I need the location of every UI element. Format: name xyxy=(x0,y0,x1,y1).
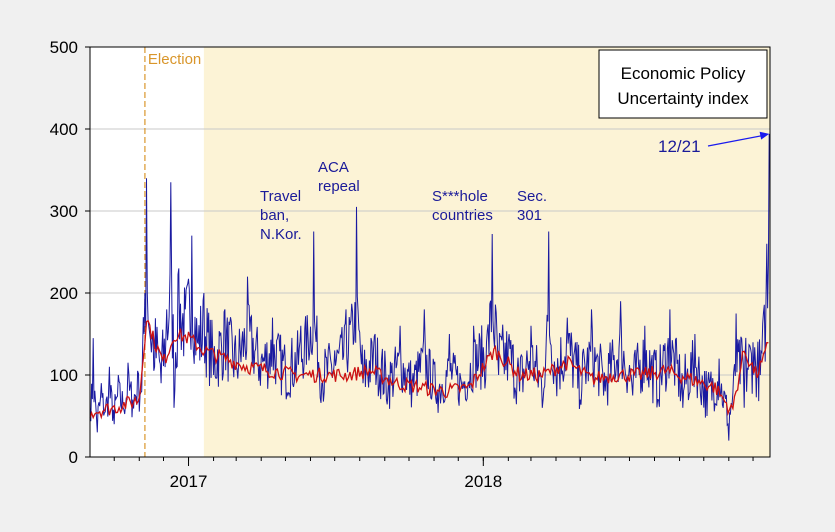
y-tick-label-0: 0 xyxy=(69,448,78,467)
annotation-3-line-0: Sec. xyxy=(517,188,547,205)
annotation-1-line-1: repeal xyxy=(318,178,360,195)
y-tick-label-300: 300 xyxy=(50,202,78,221)
election-label: Election xyxy=(148,51,201,68)
x-axis: 2017 2018 xyxy=(113,457,754,491)
plot-frame xyxy=(89,46,771,458)
annotation-0-line-2: N.Kor. xyxy=(260,226,302,243)
legend: Economic Policy Uncertainty index xyxy=(598,49,768,119)
annotation-arrow-head xyxy=(759,131,770,140)
x-tick-label-2017: 2017 xyxy=(170,472,208,491)
annotation-0-line-1: ban, xyxy=(260,207,289,224)
annotation-arrow-line xyxy=(707,134,764,147)
annotations: Travel ban, N.Kor. ACA repeal S***hole countri… xyxy=(260,131,770,243)
x-tick-label-2018: 2018 xyxy=(464,472,502,491)
annotation-4-line-0: 12/21 xyxy=(658,137,701,156)
annotation-0-line-0: Travel xyxy=(260,188,301,205)
y-tick-label-100: 100 xyxy=(50,366,78,385)
y-axis: 0 100 200 300 400 500 xyxy=(50,38,90,467)
annotation-2-line-1: countries xyxy=(432,207,493,224)
annotation-3-line-1: 301 xyxy=(517,207,542,224)
y-tick-label-200: 200 xyxy=(50,284,78,303)
y-tick-label-500: 500 xyxy=(50,38,78,57)
legend-line-1: Economic Policy xyxy=(621,64,746,83)
y-tick-label-400: 400 xyxy=(50,120,78,139)
legend-line-2: Uncertainty index xyxy=(617,89,749,108)
series-daily-line xyxy=(89,133,770,441)
series-moving-average-line xyxy=(89,319,769,420)
annotation-2-line-0: S***hole xyxy=(432,188,488,205)
legend-box xyxy=(598,49,768,119)
annotation-1-line-0: ACA xyxy=(318,159,349,176)
